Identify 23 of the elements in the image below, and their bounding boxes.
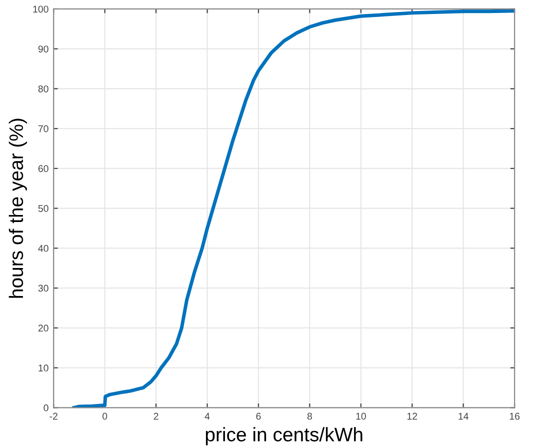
x-tick-label: 10 (356, 412, 366, 420)
x-axis-title: price in cents/kWh (206, 427, 362, 446)
y-tick-label: 100 (33, 6, 48, 13)
y-tick-label: 40 (38, 244, 48, 252)
x-tick-label: 2 (154, 412, 158, 420)
y-axis-title: hours of the year (%) (8, 118, 27, 298)
y-tick-label: 50 (38, 205, 48, 212)
y-tick-label: 70 (38, 125, 48, 132)
x-tick-label: 16 (510, 412, 520, 420)
y-tick-label: 0 (44, 404, 48, 412)
x-tick-label: 8 (307, 412, 312, 420)
x-tick-label: 6 (256, 412, 261, 420)
x-tick-label: 12 (407, 412, 418, 420)
y-tick-label: 20 (38, 324, 48, 332)
x-tick-label: 0 (102, 412, 108, 420)
x-tick-label: -2 (50, 412, 58, 420)
y-tick-label: 10 (38, 364, 48, 372)
y-tick-label: 60 (38, 165, 48, 172)
y-tick-label: 90 (38, 46, 48, 52)
y-tick-label: 80 (38, 85, 48, 92)
x-tick-label: 14 (458, 412, 468, 420)
x-tick-label: 4 (204, 412, 210, 420)
y-tick-label: 30 (38, 284, 48, 292)
